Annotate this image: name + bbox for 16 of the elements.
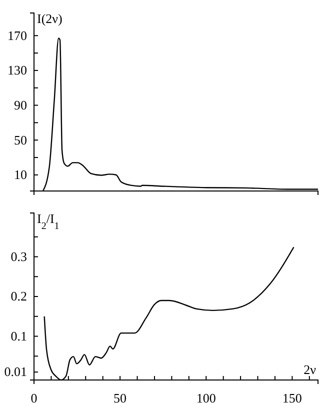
x-tick-label: 100 (196, 390, 216, 404)
y-axis-title: I$_{2}$/I$_{1}$ (37, 211, 60, 232)
y-tick-label: 50 (14, 132, 27, 148)
x-tick-label: 50 (114, 390, 127, 404)
y-tick-label: 0.3 (10, 248, 27, 264)
y-tick-label: 0.1 (10, 328, 27, 344)
y-tick-label: 0.2 (10, 288, 27, 304)
y-tick-label: 0.01 (4, 364, 27, 380)
x-tick-label: 0 (30, 390, 38, 404)
x-tick-label: 150 (282, 390, 302, 404)
y-tick-label: 90 (14, 97, 27, 112)
y-axis-title: I(2ν) (37, 11, 62, 26)
y-tick-label: 170 (8, 28, 27, 43)
x-axis-title: 2ν (304, 362, 316, 377)
y-tick-label: 10 (14, 167, 27, 182)
y-tick-label: 130 (8, 62, 27, 78)
